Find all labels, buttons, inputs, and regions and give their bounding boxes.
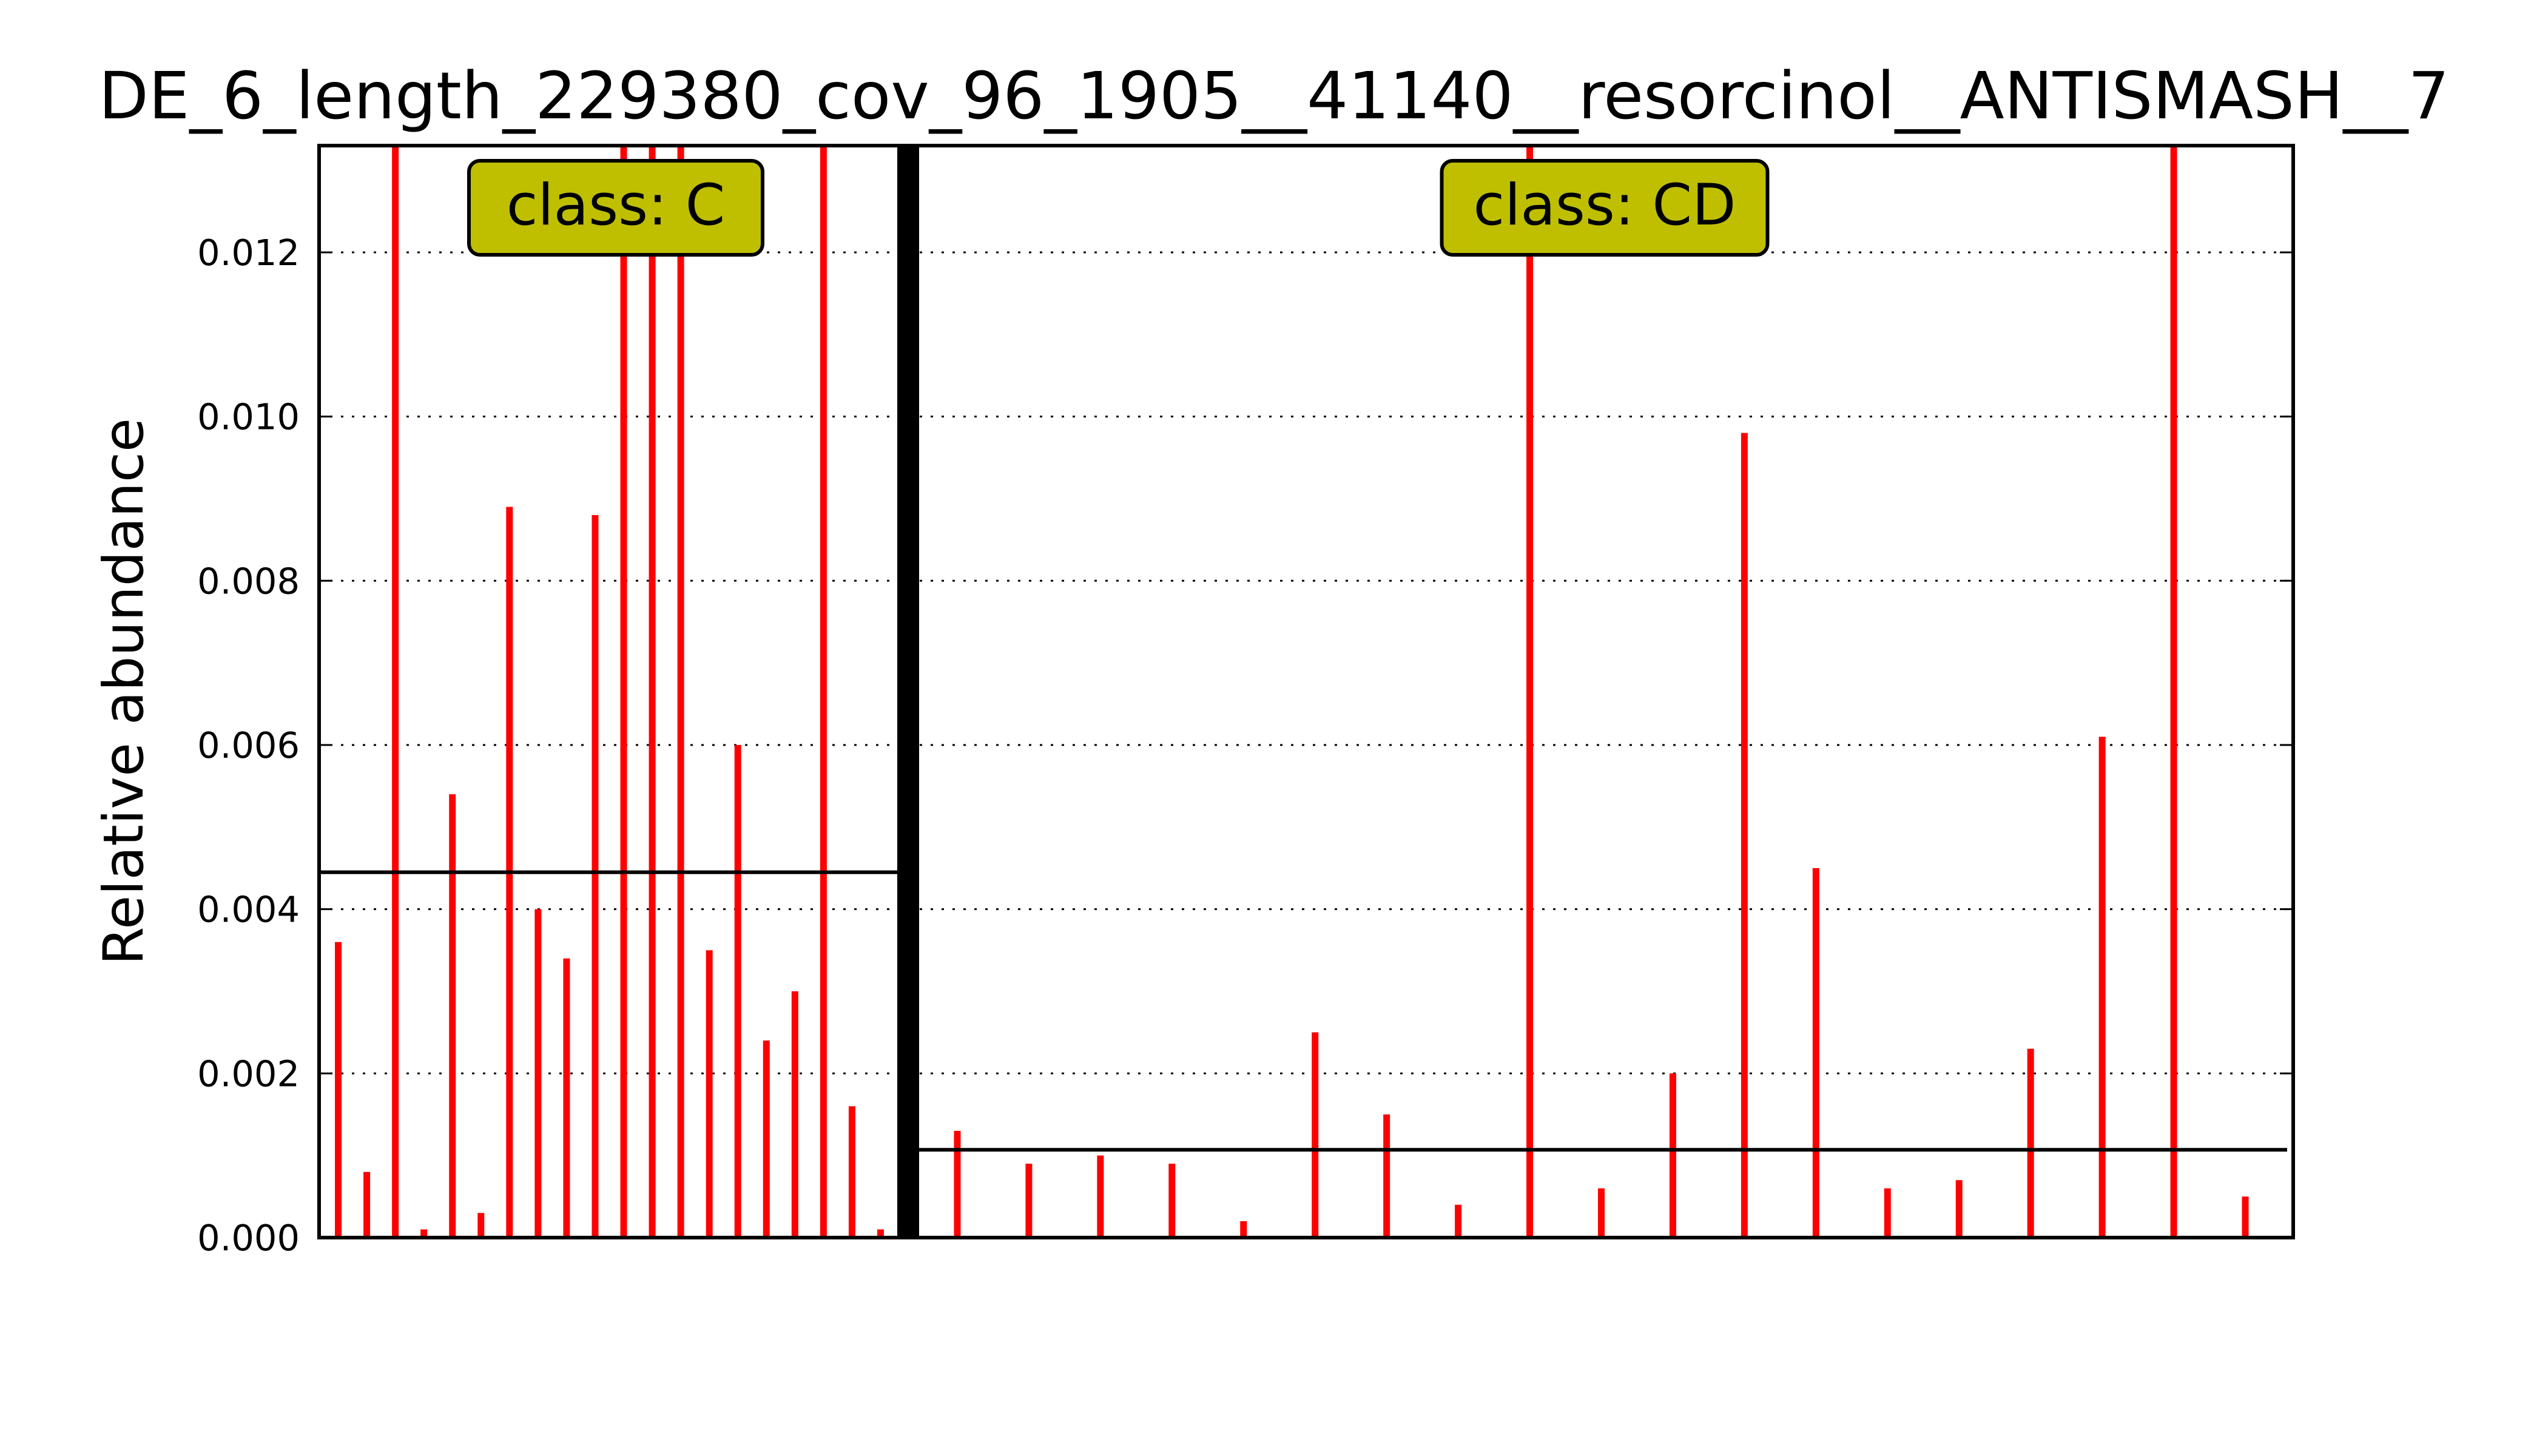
bar xyxy=(954,1131,961,1238)
group-separators xyxy=(897,146,919,1238)
bar xyxy=(1097,1155,1104,1238)
bar xyxy=(763,1040,770,1238)
class-label-text: class: CD xyxy=(1474,172,1736,238)
bar xyxy=(2098,736,2106,1238)
bar xyxy=(392,146,399,1238)
bar xyxy=(734,744,741,1238)
bar xyxy=(592,515,599,1238)
plot-frame xyxy=(317,144,2295,1239)
bar xyxy=(534,909,542,1238)
bar xyxy=(420,1229,428,1238)
class-label-text: class: C xyxy=(507,172,726,238)
bar xyxy=(449,794,456,1238)
bar xyxy=(1812,868,1819,1238)
bar xyxy=(1025,1164,1033,1238)
bar xyxy=(706,950,713,1238)
bar xyxy=(1526,146,1534,1238)
class-label-box xyxy=(1440,159,1770,257)
y-axis-label: Relative abundance xyxy=(92,418,156,965)
bar xyxy=(848,1106,855,1238)
bar xyxy=(1168,1164,1176,1238)
bar xyxy=(649,146,656,1238)
bar xyxy=(1455,1204,1462,1238)
bar xyxy=(791,991,798,1238)
bar xyxy=(1312,1032,1319,1238)
bar xyxy=(1669,1073,1676,1238)
y-tick-label: 0.006 xyxy=(197,724,300,766)
bar xyxy=(363,1171,371,1238)
y-axis-ticks: 0.000 0.002 0.004 0.006 0.008 0.010 0.012 xyxy=(197,232,2293,1259)
bar xyxy=(820,146,827,1238)
class-label-box xyxy=(467,159,764,257)
bar xyxy=(2027,1048,2034,1238)
bar xyxy=(877,1229,884,1238)
y-tick-label: 0.000 xyxy=(197,1217,300,1259)
y-tick-label: 0.012 xyxy=(197,232,300,274)
bar xyxy=(677,146,684,1238)
bar xyxy=(2170,146,2177,1238)
chart-title: DE_6_length_229380_cov_96_1905__41140__r… xyxy=(99,59,2450,134)
bar xyxy=(620,146,627,1238)
bar xyxy=(1884,1188,1891,1238)
bar xyxy=(1383,1114,1390,1238)
bar xyxy=(1598,1188,1605,1238)
y-tick-label: 0.004 xyxy=(197,889,300,931)
bar xyxy=(2242,1196,2249,1238)
class-labels: class: C class: CD xyxy=(467,159,1770,257)
bar xyxy=(1955,1180,1963,1238)
grid-lines xyxy=(319,251,2293,1074)
bar xyxy=(1240,1221,1247,1238)
y-tick-label: 0.010 xyxy=(197,396,300,438)
bar xyxy=(563,958,570,1238)
bar xyxy=(477,1213,485,1238)
group-mean-lines xyxy=(319,870,2287,1152)
bar xyxy=(335,942,342,1238)
y-tick-label: 0.002 xyxy=(197,1053,300,1094)
group-separator xyxy=(897,146,919,1238)
y-tick-label: 0.008 xyxy=(197,560,300,602)
bar xyxy=(1741,433,1748,1238)
